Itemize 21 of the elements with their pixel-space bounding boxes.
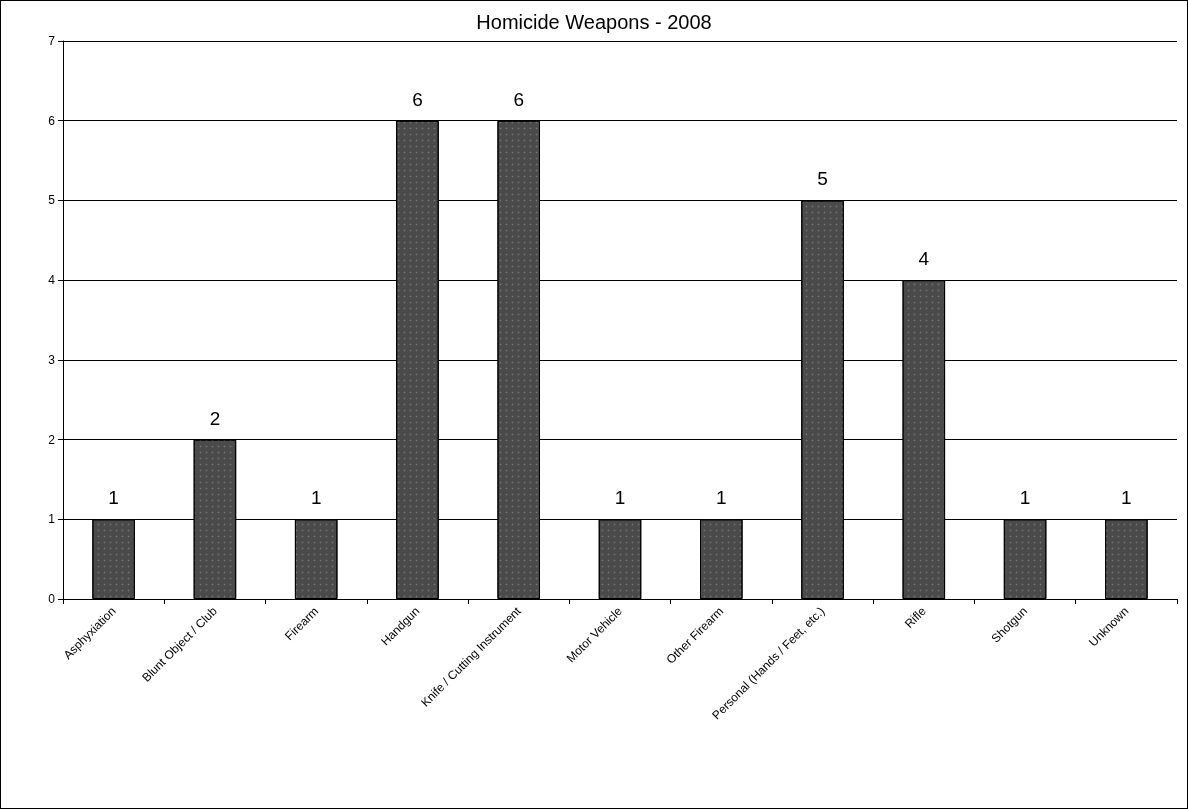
data-label: 1	[614, 487, 626, 509]
y-tick-label: 0	[48, 592, 56, 606]
y-tick-label: 4	[48, 273, 56, 288]
data-label: 1	[310, 487, 322, 509]
data-label: 2	[209, 407, 221, 429]
data-label: 4	[918, 248, 930, 270]
x-tick-label: Rifle	[901, 603, 929, 631]
y-tick-label: 5	[48, 193, 56, 208]
y-tick-label: 2	[48, 432, 56, 447]
y-tick-label: 7	[48, 34, 56, 48]
y-tick-label: 6	[48, 113, 56, 128]
data-label: 1	[1019, 487, 1031, 509]
data-label: 6	[412, 88, 423, 110]
data-label: 1	[1121, 487, 1132, 509]
chart-title: Homicide Weapons - 2008	[476, 11, 712, 33]
data-label: 1	[715, 487, 727, 509]
data-label: 5	[817, 168, 828, 190]
y-tick-label: 1	[48, 512, 56, 527]
y-tick-label: 3	[48, 352, 56, 367]
data-label: 1	[108, 487, 119, 509]
data-label: 6	[513, 88, 525, 110]
